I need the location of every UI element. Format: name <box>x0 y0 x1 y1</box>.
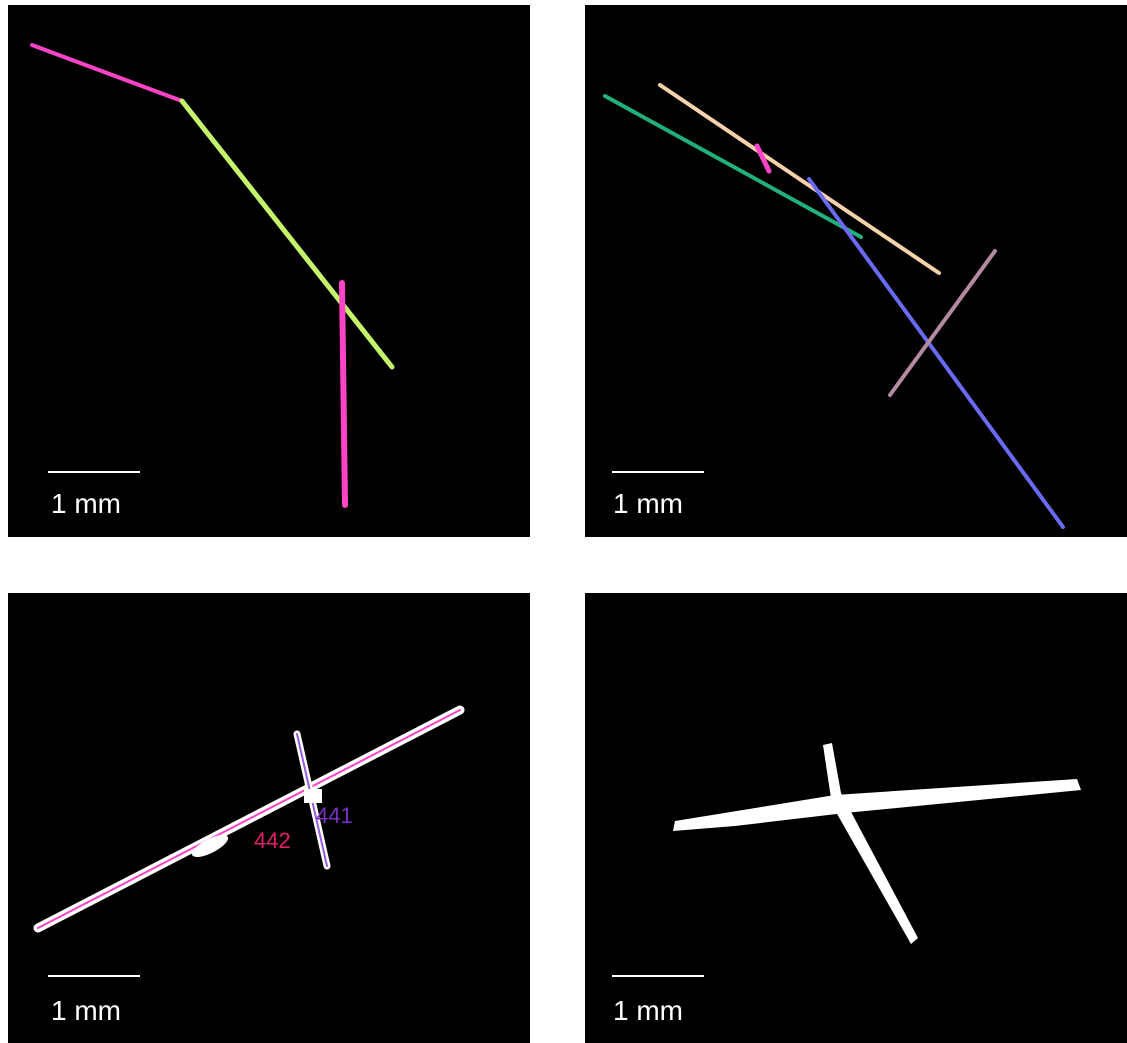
tracing-overlay <box>603 83 1065 529</box>
scale-bar-label: 1 mm <box>51 995 121 1026</box>
scale-bar <box>48 471 140 473</box>
trace-segment-blue <box>807 177 1065 529</box>
scale-bar <box>612 975 704 977</box>
trace-segment-pink <box>30 43 184 103</box>
trace-segment-lime <box>179 98 395 370</box>
scale-bar <box>48 975 140 977</box>
scale-bar-label: 1 mm <box>51 488 121 519</box>
image-panel-top-left: 1 mm <box>8 5 530 537</box>
trace-segment-mauve <box>888 249 997 397</box>
trace-segment-pink <box>754 143 772 174</box>
segment-label-2: 441 <box>316 803 353 828</box>
trace-blob <box>191 834 229 858</box>
image-panel-bottom-left: 442 441 1 mm <box>8 593 530 1043</box>
image-panel-bottom-right: 1 mm <box>585 593 1127 1043</box>
tracing-overlay: 442 441 <box>33 705 465 933</box>
trace-segment-pink-vertical <box>339 280 348 508</box>
trace-segment-teal <box>603 94 863 239</box>
tracing-overlay <box>30 43 395 508</box>
trace-segment-pink-outline <box>37 709 461 929</box>
scale-bar <box>612 471 704 473</box>
trace-segment-peach <box>658 83 941 275</box>
scale-bar-label: 1 mm <box>613 995 683 1026</box>
image-panel-top-right: 1 mm <box>585 5 1127 537</box>
scale-bar-label: 1 mm <box>613 488 683 519</box>
segment-label-1: 442 <box>254 828 291 853</box>
binary-mask <box>673 743 1081 944</box>
trace-junction <box>304 789 322 803</box>
mask-segment-horizontal <box>673 779 1081 831</box>
mask-segment-diagonal <box>823 743 918 944</box>
